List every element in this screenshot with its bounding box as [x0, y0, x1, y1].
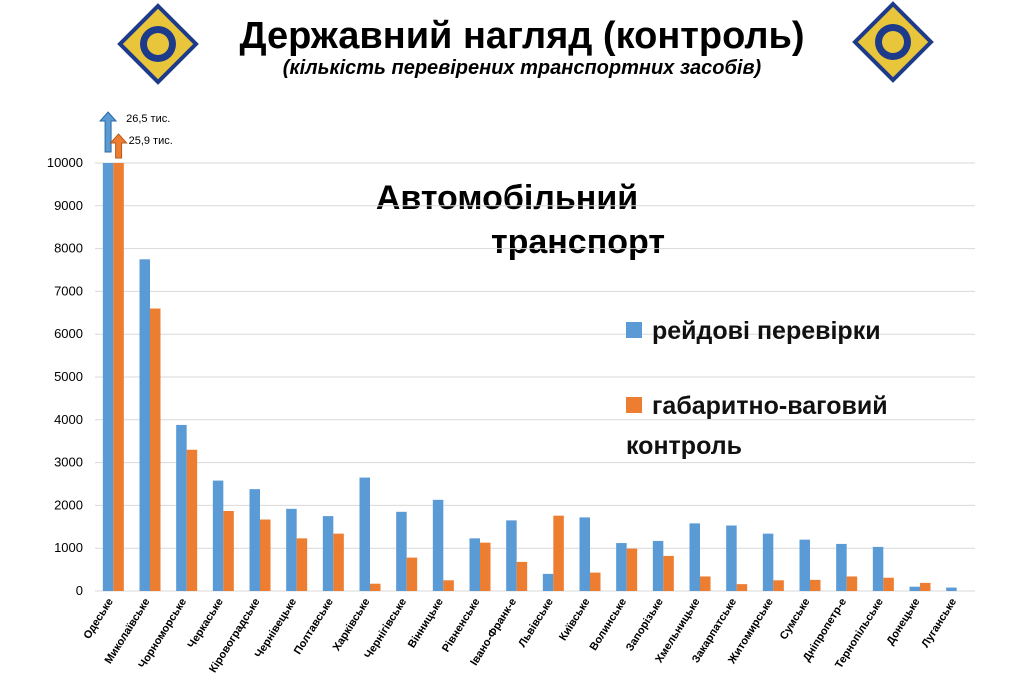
bar [480, 542, 491, 591]
annotation: транспорт [491, 223, 665, 261]
y-tick-label: 1000 [54, 540, 83, 555]
legend-label: рейдові перевірки [652, 317, 881, 345]
bar [432, 499, 444, 591]
bar [506, 520, 517, 591]
bar [396, 511, 407, 591]
annotation: Автомобільний [376, 179, 638, 217]
bar [113, 163, 124, 591]
bar [139, 259, 150, 591]
bar [616, 543, 627, 591]
bar [516, 561, 528, 591]
bar [286, 508, 297, 591]
bar [590, 572, 601, 591]
bar [700, 576, 711, 591]
legend-swatch [626, 397, 642, 413]
bar [579, 517, 590, 591]
title: Державний нагляд (контроль) [239, 15, 804, 57]
bar [186, 449, 198, 591]
y-tick-label: 0 [76, 583, 83, 598]
x-tick-label: Запорізьке [624, 596, 666, 653]
y-tick-label: 7000 [54, 283, 83, 298]
bar [406, 557, 418, 591]
bar [212, 480, 224, 591]
bar [726, 525, 737, 591]
bar [810, 579, 821, 591]
y-tick-label: 2000 [54, 497, 83, 512]
y-tick-label: 10000 [47, 155, 83, 170]
legend-item: рейдові перевірки [626, 311, 881, 351]
y-tick-label: 6000 [54, 326, 83, 341]
bar [359, 477, 370, 591]
bar [102, 163, 114, 591]
overflow-arrow [98, 111, 118, 153]
bar [920, 582, 931, 591]
bar [736, 584, 748, 591]
y-tick-label: 5000 [54, 369, 83, 384]
value-label: 25,9 тис. [129, 135, 173, 147]
bar [333, 533, 344, 591]
bar [799, 539, 810, 591]
overflow-arrow [109, 133, 128, 159]
emblem [118, 4, 198, 84]
bar [652, 540, 664, 591]
plot-area [102, 163, 957, 591]
bar [773, 580, 784, 591]
x-tick-label: Львівське [516, 596, 555, 649]
bar [260, 519, 271, 591]
legend-swatch [626, 322, 642, 338]
bar [689, 523, 700, 591]
x-tick-label: Вінницьке [406, 596, 446, 650]
x-tick-label: Київське [557, 596, 592, 643]
x-tick-label: Сумське [778, 596, 813, 642]
value-label: 26,5 тис. [126, 113, 170, 125]
bar [626, 548, 638, 591]
bar [946, 587, 957, 591]
bar [883, 577, 894, 591]
bar [846, 576, 858, 591]
bar [762, 533, 774, 591]
bar [542, 573, 554, 591]
bar [443, 580, 454, 591]
subtitle: (кількість перевірених транспортних засо… [283, 57, 762, 79]
y-tick-label: 3000 [54, 455, 83, 470]
bar [909, 586, 920, 591]
bar [150, 308, 161, 591]
y-tick-label: 4000 [54, 412, 83, 427]
bar [296, 538, 308, 591]
y-tick-label: 9000 [54, 198, 83, 213]
x-tick-label: Волинське [588, 596, 630, 653]
bar [322, 516, 334, 591]
bar [663, 555, 674, 591]
bar [176, 424, 187, 591]
y-tick-label: 8000 [54, 241, 83, 256]
x-tick-label: Полтавське [292, 596, 336, 657]
bar [370, 583, 381, 591]
bar [223, 510, 234, 591]
x-tick-label: Черкаське [186, 596, 226, 650]
emblem [853, 2, 933, 82]
legend-item: габаритно-ваговий контроль [626, 386, 986, 466]
x-tick-label: Харківське [331, 596, 373, 653]
legend-label: габаритно-ваговий контроль [626, 392, 888, 460]
x-tick-label: Одеське [81, 596, 115, 641]
bar [469, 538, 480, 591]
bar [872, 546, 884, 591]
x-tick-label: Луганське [920, 596, 960, 650]
bar [836, 543, 847, 591]
bar [249, 489, 260, 591]
x-tick-label: Рівненське [440, 596, 483, 654]
bar [553, 515, 564, 591]
x-tick-label: Донецьке [884, 596, 922, 647]
